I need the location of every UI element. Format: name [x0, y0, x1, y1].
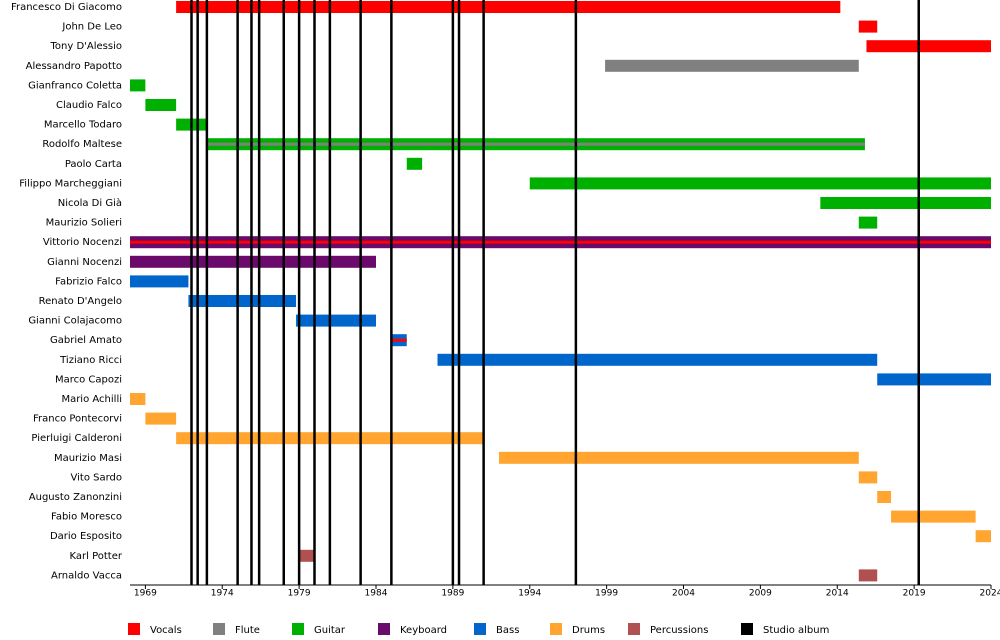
bar	[499, 451, 859, 464]
member-label: Filippo Marcheggiani	[19, 178, 122, 189]
member-label: Gianni Colajacomo	[28, 316, 122, 327]
member-label: Maurizio Masi	[54, 453, 122, 464]
bar	[145, 412, 177, 425]
x-tick-label: 1989	[441, 589, 464, 599]
x-tick-label: 1969	[134, 589, 157, 599]
bar	[406, 157, 423, 170]
legend-swatch	[474, 623, 486, 635]
bar	[130, 79, 146, 92]
legend-label: Keyboard	[400, 625, 447, 636]
x-tick-label: 2024	[980, 589, 1000, 599]
bar	[130, 393, 146, 405]
x-tick-label: 1999	[595, 589, 618, 599]
member-label: Arnaldo Vacca	[51, 570, 122, 581]
member-label: Fabio Moresco	[51, 512, 122, 523]
bar	[858, 20, 878, 33]
member-label: Tony D'Alessio	[50, 41, 123, 52]
legend-swatch	[741, 623, 753, 635]
bar	[145, 99, 177, 111]
member-label: Mario Achilli	[61, 394, 122, 405]
bar	[299, 549, 315, 562]
member-label: Karl Potter	[70, 551, 123, 562]
member-label: Rodolfo Maltese	[42, 139, 122, 150]
bar	[877, 373, 991, 386]
bar	[605, 59, 859, 72]
member-label: Franco Pontecorvi	[33, 414, 122, 425]
legend-swatch	[292, 623, 304, 635]
bar	[130, 275, 189, 288]
member-label: John De Leo	[61, 22, 122, 33]
legend-label: Drums	[572, 625, 605, 636]
legend-label: Guitar	[314, 625, 346, 636]
legend-label: Studio album	[763, 625, 829, 636]
x-tick-label: 1984	[365, 589, 388, 599]
bar	[130, 255, 376, 268]
member-label: Gabriel Amato	[50, 335, 122, 346]
x-tick-label: 2019	[903, 589, 926, 599]
member-label: Paolo Carta	[65, 159, 122, 170]
bar	[866, 40, 991, 53]
x-tick-label: 1994	[518, 589, 541, 599]
member-label: Francesco Di Giacomo	[11, 2, 122, 13]
bar	[975, 530, 991, 543]
bar	[296, 314, 376, 327]
x-tick-label: 2014	[826, 589, 849, 599]
member-label: Gianfranco Coletta	[28, 80, 122, 91]
bar	[176, 1, 841, 13]
legend-swatch	[213, 623, 225, 635]
member-label: Vito Sardo	[71, 472, 123, 483]
member-label: Pierluigi Calderoni	[31, 433, 122, 444]
member-label: Dario Esposito	[50, 531, 122, 542]
bar-stripe	[206, 142, 865, 146]
member-label: Tiziano Ricci	[59, 355, 122, 366]
x-tick-label: 1979	[288, 589, 311, 599]
legend-label: Vocals	[150, 625, 182, 636]
member-label: Alessandro Papotto	[26, 61, 122, 72]
bar	[858, 471, 878, 484]
bar	[529, 177, 991, 190]
member-label: Nicola Di Già	[58, 197, 122, 209]
legend-swatch	[550, 623, 562, 635]
legend-swatch	[378, 623, 390, 635]
member-label: Renato D'Angelo	[39, 296, 122, 307]
legend-swatch	[128, 623, 140, 635]
member-label: Gianni Nocenzi	[47, 257, 122, 268]
legend-label: Percussions	[650, 625, 708, 636]
x-tick-label: 2004	[672, 589, 695, 599]
bar	[877, 491, 892, 503]
member-label: Maurizio Solieri	[46, 218, 122, 229]
member-label: Marcello Todaro	[44, 120, 122, 131]
legend-label: Flute	[235, 625, 260, 636]
x-tick-label: 2009	[749, 589, 772, 599]
bar	[858, 216, 878, 229]
member-label: Augusto Zanonzini	[29, 492, 122, 503]
member-label: Marco Capozi	[55, 374, 122, 385]
bar-stripe	[130, 240, 991, 244]
member-label: Claudio Falco	[56, 100, 122, 111]
bar-stripe	[391, 338, 407, 342]
bar	[820, 197, 991, 209]
bar	[188, 295, 297, 307]
bar	[437, 353, 878, 366]
x-tick-label: 1974	[211, 589, 234, 599]
bar	[858, 569, 878, 582]
legend-label: Bass	[496, 625, 519, 636]
member-label: Vittorio Nocenzi	[43, 237, 122, 248]
member-label: Fabrizio Falco	[55, 276, 122, 287]
legend-swatch	[628, 623, 640, 635]
bar	[891, 510, 976, 523]
